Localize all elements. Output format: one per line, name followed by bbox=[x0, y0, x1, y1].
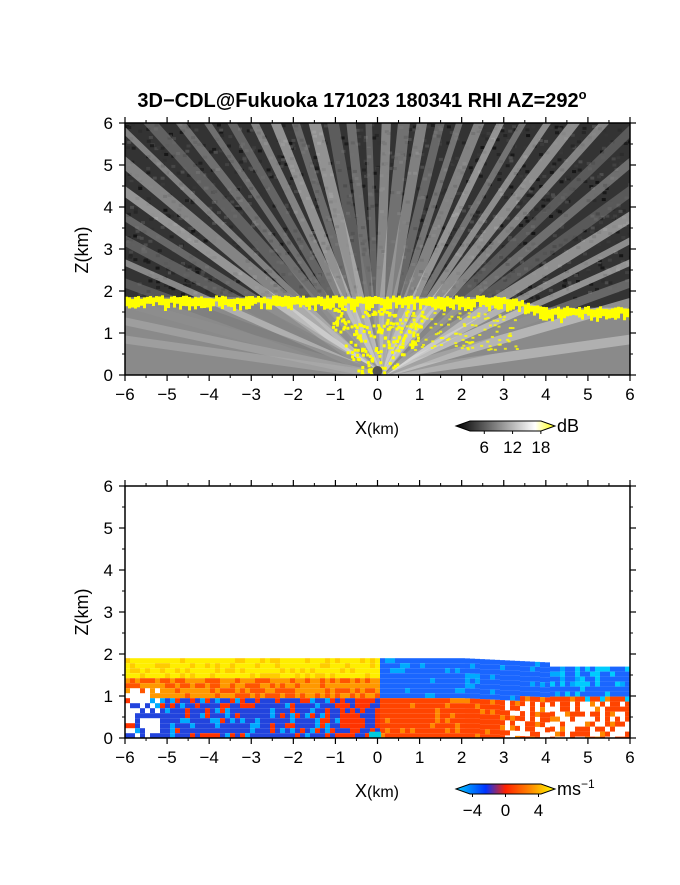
y-tick-label: 1 bbox=[104, 324, 113, 343]
velocity-panel: −6 −5 −4 −3 −2 −1 0 1 2 3 4 5 6 0 1 2 3 4 5 6 Z(km) X(km) −… bbox=[72, 477, 636, 820]
x-axis-label: X(km) bbox=[355, 418, 399, 438]
colorbar-tick-label: −4 bbox=[463, 801, 482, 820]
colorbar-bar bbox=[456, 421, 555, 431]
x-tick-label: −1 bbox=[326, 748, 345, 767]
y-tick-label: 6 bbox=[104, 114, 113, 133]
y-tick-label: 3 bbox=[104, 240, 113, 259]
x-tick-label: −3 bbox=[242, 385, 261, 404]
velocity-field bbox=[125, 658, 630, 742]
y-tick-label: 0 bbox=[104, 729, 113, 748]
colorbar-tick-label: 6 bbox=[480, 438, 489, 457]
x-tick-label: 2 bbox=[457, 748, 466, 767]
y-tick-label: 5 bbox=[104, 519, 113, 538]
x-tick-label: 5 bbox=[583, 748, 592, 767]
y-tick-label: 0 bbox=[104, 366, 113, 385]
x-tick-label: −5 bbox=[157, 748, 176, 767]
colorbar-tick-label: 4 bbox=[534, 801, 543, 820]
x-tick-label: 4 bbox=[541, 385, 550, 404]
colorbar-unit: dB bbox=[557, 416, 579, 436]
x-tick-label: 2 bbox=[457, 385, 466, 404]
x-tick-label: 3 bbox=[499, 385, 508, 404]
x-tick-label: −2 bbox=[284, 385, 303, 404]
x-tick-label: 1 bbox=[415, 748, 424, 767]
colorbar: 6 12 18 dB bbox=[456, 416, 579, 457]
x-tick-label: 0 bbox=[373, 385, 382, 404]
colorbar-tick-label: 12 bbox=[503, 438, 522, 457]
x-axis-label: X(km) bbox=[355, 781, 399, 801]
y-tick-label: 5 bbox=[104, 156, 113, 175]
y-tick-label: 2 bbox=[104, 645, 113, 664]
reflectivity-field bbox=[0, 0, 680, 378]
x-tick-label: −5 bbox=[157, 385, 176, 404]
x-tick-label: −4 bbox=[199, 748, 218, 767]
x-tick-label: 6 bbox=[625, 385, 634, 404]
y-tick-label: 2 bbox=[104, 282, 113, 301]
x-tick-label: −6 bbox=[115, 748, 134, 767]
x-tick-label: 4 bbox=[541, 748, 550, 767]
y-tick-label: 4 bbox=[104, 198, 113, 217]
x-tick-label: 1 bbox=[415, 385, 424, 404]
x-tick-label: −2 bbox=[284, 748, 303, 767]
y-tick-label: 1 bbox=[104, 687, 113, 706]
colorbar: −4 0 4 ms−1 bbox=[456, 777, 595, 820]
x-tick-label: 0 bbox=[373, 748, 382, 767]
colorbar-unit: ms−1 bbox=[557, 777, 595, 799]
colorbar-tick-label: 0 bbox=[501, 801, 510, 820]
y-tick-label: 6 bbox=[104, 477, 113, 496]
x-tick-label: −1 bbox=[326, 385, 345, 404]
x-tick-label: −3 bbox=[242, 748, 261, 767]
radar-site bbox=[369, 732, 381, 738]
colorbar-tick-label: 18 bbox=[531, 438, 550, 457]
x-tick-label: 3 bbox=[499, 748, 508, 767]
y-tick-label: 3 bbox=[104, 603, 113, 622]
x-tick-label: −6 bbox=[115, 385, 134, 404]
colorbar-bar bbox=[456, 784, 555, 794]
x-tick-label: −4 bbox=[199, 385, 218, 404]
x-tick-label: 6 bbox=[625, 748, 634, 767]
y-tick-label: 4 bbox=[104, 561, 113, 580]
x-tick-label: 5 bbox=[583, 385, 592, 404]
chart-title: 3D−CDL@Fukuoka 171023 180341 RHI AZ=292o bbox=[137, 87, 586, 112]
y-axis-label: Z(km) bbox=[72, 589, 92, 636]
y-axis-label: Z(km) bbox=[72, 227, 92, 274]
